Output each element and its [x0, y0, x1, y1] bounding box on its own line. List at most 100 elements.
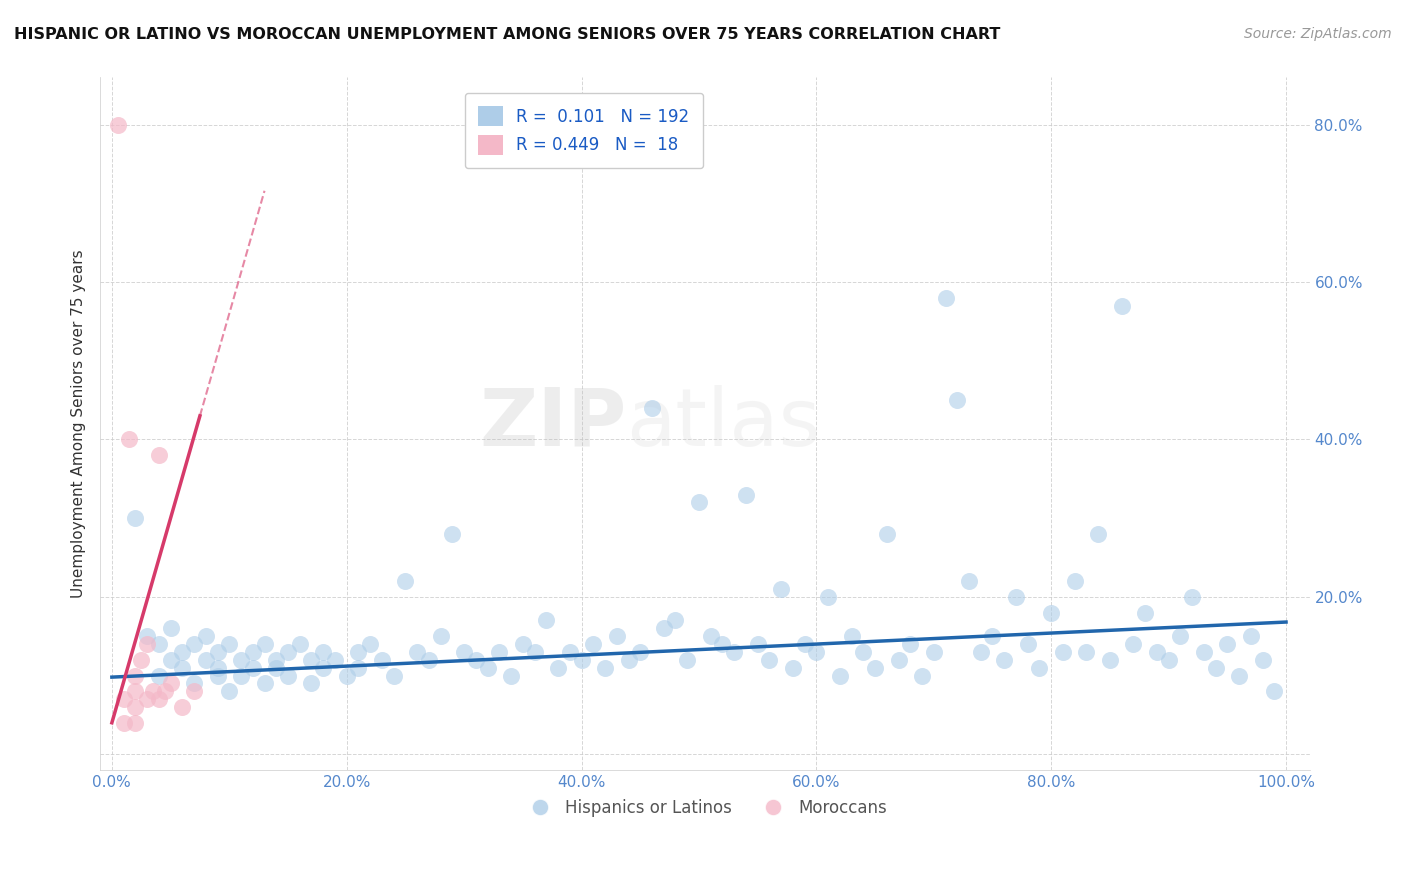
Point: [501, 668, 523, 682]
Point: [981, 629, 1004, 643]
Point: [382, 668, 405, 682]
Point: [852, 645, 875, 659]
Point: [1098, 653, 1121, 667]
Point: [735, 487, 758, 501]
Point: [207, 645, 229, 659]
Point: [970, 645, 993, 659]
Point: [347, 661, 370, 675]
Point: [453, 645, 475, 659]
Point: [1076, 645, 1098, 659]
Y-axis label: Unemployment Among Seniors over 75 years: Unemployment Among Seniors over 75 years: [72, 250, 86, 598]
Point: [153, 684, 176, 698]
Point: [1111, 299, 1133, 313]
Point: [523, 645, 546, 659]
Point: [1227, 668, 1250, 682]
Point: [418, 653, 440, 667]
Point: [841, 629, 863, 643]
Point: [148, 668, 170, 682]
Text: HISPANIC OR LATINO VS MOROCCAN UNEMPLOYMENT AMONG SENIORS OVER 75 YEARS CORRELAT: HISPANIC OR LATINO VS MOROCCAN UNEMPLOYM…: [14, 27, 1001, 42]
Point: [264, 661, 287, 675]
Point: [159, 621, 181, 635]
Point: [1263, 684, 1285, 698]
Point: [547, 661, 569, 675]
Point: [606, 629, 628, 643]
Point: [136, 692, 159, 706]
Point: [817, 590, 839, 604]
Point: [652, 621, 675, 635]
Point: [1063, 574, 1085, 588]
Point: [898, 637, 921, 651]
Point: [1122, 637, 1144, 651]
Point: [112, 715, 135, 730]
Point: [172, 661, 194, 675]
Point: [347, 645, 370, 659]
Point: [946, 393, 969, 408]
Point: [747, 637, 769, 651]
Point: [1133, 606, 1156, 620]
Point: [1216, 637, 1239, 651]
Point: [1205, 661, 1227, 675]
Point: [758, 653, 780, 667]
Point: [406, 645, 429, 659]
Point: [723, 645, 745, 659]
Point: [1240, 629, 1263, 643]
Point: [1192, 645, 1215, 659]
Text: atlas: atlas: [626, 384, 821, 463]
Point: [148, 448, 170, 462]
Point: [301, 653, 323, 667]
Point: [172, 645, 194, 659]
Point: [277, 645, 299, 659]
Point: [993, 653, 1015, 667]
Point: [1181, 590, 1204, 604]
Point: [124, 684, 146, 698]
Point: [183, 637, 205, 651]
Point: [464, 653, 486, 667]
Point: [828, 668, 851, 682]
Point: [253, 637, 276, 651]
Point: [288, 637, 311, 651]
Point: [253, 676, 276, 690]
Point: [118, 433, 141, 447]
Point: [124, 668, 146, 682]
Point: [1170, 629, 1192, 643]
Point: [793, 637, 815, 651]
Point: [136, 637, 159, 651]
Point: [124, 700, 146, 714]
Point: [312, 661, 335, 675]
Point: [112, 692, 135, 706]
Point: [770, 582, 793, 596]
Point: [934, 291, 956, 305]
Point: [593, 661, 616, 675]
Point: [124, 511, 146, 525]
Point: [1157, 653, 1180, 667]
Point: [194, 629, 217, 643]
Point: [1040, 606, 1063, 620]
Point: [242, 645, 264, 659]
Point: [264, 653, 287, 667]
Point: [242, 661, 264, 675]
Point: [512, 637, 534, 651]
Point: [582, 637, 605, 651]
Point: [957, 574, 980, 588]
Text: Source: ZipAtlas.com: Source: ZipAtlas.com: [1244, 27, 1392, 41]
Point: [394, 574, 416, 588]
Point: [617, 653, 640, 667]
Point: [477, 661, 499, 675]
Point: [124, 715, 146, 730]
Point: [229, 668, 252, 682]
Point: [699, 629, 721, 643]
Point: [876, 527, 898, 541]
Point: [371, 653, 394, 667]
Point: [229, 653, 252, 667]
Point: [159, 676, 181, 690]
Point: [207, 661, 229, 675]
Point: [571, 653, 593, 667]
Point: [301, 676, 323, 690]
Legend: Hispanics or Latinos, Moroccans: Hispanics or Latinos, Moroccans: [516, 793, 893, 824]
Point: [536, 614, 558, 628]
Point: [1028, 661, 1050, 675]
Point: [911, 668, 934, 682]
Point: [1146, 645, 1168, 659]
Point: [688, 495, 710, 509]
Point: [172, 700, 194, 714]
